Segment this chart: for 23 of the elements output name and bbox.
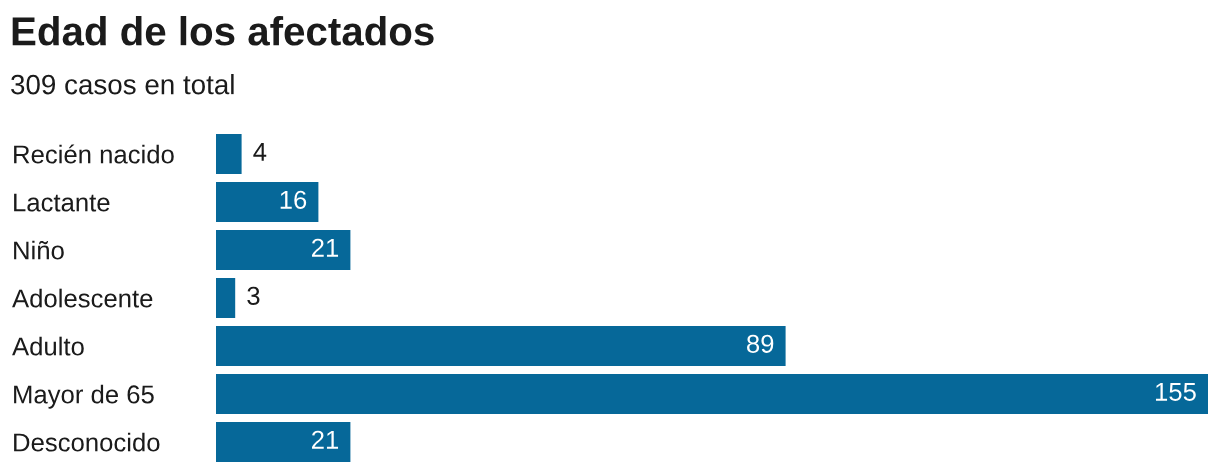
data-label: 21 [312,238,339,257]
data-label: 21 [312,430,339,449]
y-tick-label: Niño [14,240,64,260]
chart-subtitle: 309 casos en total [11,74,234,95]
y-tick-label: Recién nacido [14,144,174,164]
y-tick-label: Lactante [14,193,110,212]
data-label: 155 [1155,382,1196,401]
y-tick-label: Adulto [12,336,84,356]
bar [216,278,236,318]
bar [216,326,786,366]
bar [216,422,351,462]
y-tick-label: Desconocido [14,432,160,452]
data-label: 4 [253,142,267,161]
bar [216,182,319,222]
bar [216,374,1208,414]
y-tick-label: Adolescente [12,288,153,308]
bar [216,134,242,174]
data-label: 16 [280,190,307,209]
y-tick-label: Mayor de 65 [14,384,154,409]
chart-title: Edad de los afectados [12,16,434,46]
data-label: 89 [747,334,774,353]
data-label: 3 [247,286,260,305]
bar [216,230,351,270]
